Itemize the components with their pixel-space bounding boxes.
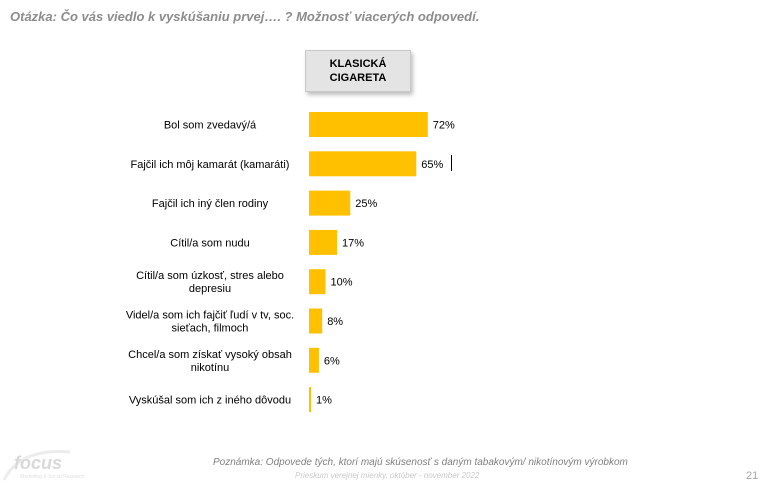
focus-logo-icon xyxy=(2,450,71,481)
question-title: Otázka: Čo vás viedlo k vyskúšaniu prvej… xyxy=(10,9,480,24)
footnote: Poznámka: Odpovede tých, ktorí majú skús… xyxy=(213,457,628,468)
bar-5 xyxy=(309,308,323,334)
logo-subtitle: Marketing & Social Research xyxy=(20,474,85,480)
category-label-5: Videl/a som ich fajčiť ľudí v tv, soc. si… xyxy=(126,310,294,335)
page-number: 21 xyxy=(746,470,759,482)
value-label-5: 8% xyxy=(327,316,343,328)
bar-1 xyxy=(309,151,417,177)
category-label-3: Cítil/a som nudu xyxy=(170,237,249,249)
column-header-classic-cigarette: KLASICKÁ CIGARETA xyxy=(305,50,411,92)
category-label-0: Bol som zvedavý/á xyxy=(164,120,257,132)
value-label-0: 72% xyxy=(433,120,455,132)
source-line: Prieskum verejnej mienky, október - nove… xyxy=(295,471,480,480)
bar-2 xyxy=(309,190,351,216)
category-label-6: Chcel/a som získať vysoký obsah nikotínu xyxy=(128,349,292,374)
category-label-4: Cítil/a som úzkosť, stres alebo depresiu xyxy=(136,270,284,295)
value-label-4: 10% xyxy=(331,277,353,289)
value-label-3: 17% xyxy=(342,237,364,249)
value-label-1: 65% xyxy=(421,159,443,171)
value-label-6: 6% xyxy=(324,355,340,367)
bar-0 xyxy=(309,112,428,137)
bar-6 xyxy=(309,347,319,373)
category-label-7: Vyskúšal som ich z iného dôvodu xyxy=(129,395,291,407)
text-cursor xyxy=(451,155,452,171)
category-label-2: Fajčil ich iný člen rodiny xyxy=(152,198,269,210)
category-label-1: Fajčil ich môj kamarát (kamaráti) xyxy=(131,159,290,171)
value-label-7: 1% xyxy=(316,395,332,407)
bar-3 xyxy=(309,229,338,255)
value-label-2: 25% xyxy=(355,198,377,210)
bar-7 xyxy=(309,387,311,413)
bar-4 xyxy=(309,269,326,295)
logo-text: focus xyxy=(14,453,63,473)
